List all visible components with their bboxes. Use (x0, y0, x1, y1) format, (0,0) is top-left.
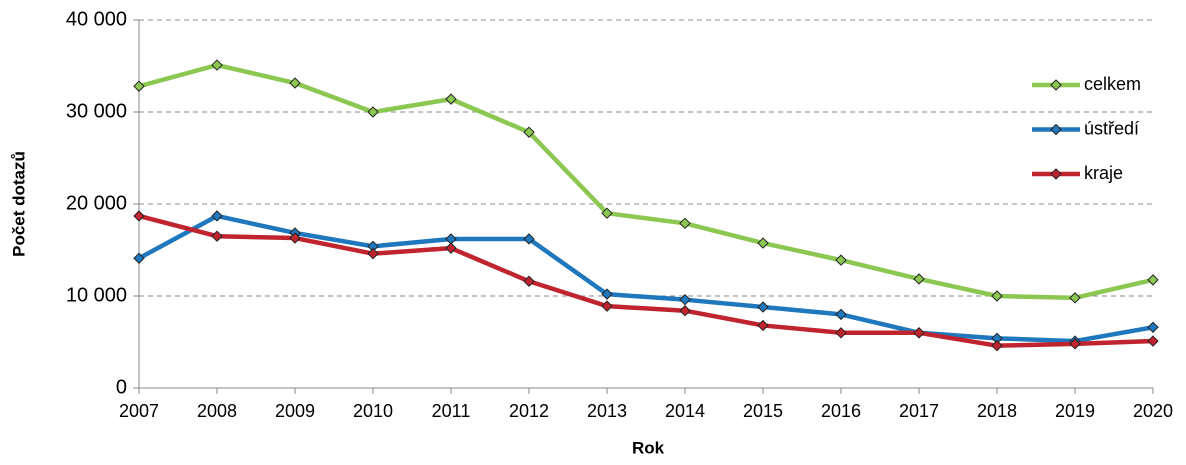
marker (757, 237, 769, 249)
x-tick-label: 2014 (665, 401, 705, 421)
marker (1069, 292, 1081, 304)
marker (991, 290, 1003, 302)
marker (679, 305, 691, 317)
marker (523, 275, 535, 287)
marker (445, 93, 457, 105)
x-tick-label: 2009 (275, 401, 315, 421)
y-tick-label: 30 000 (66, 100, 127, 122)
y-tick-label: 20 000 (66, 192, 127, 214)
x-tick-label: 2020 (1133, 401, 1173, 421)
marker (367, 106, 379, 118)
marker (1147, 274, 1159, 286)
legend-label: kraje (1084, 163, 1123, 183)
series-line (137, 213, 1154, 344)
series-line (138, 213, 1154, 348)
marker (211, 230, 223, 242)
y-tick-label: 0 (116, 376, 127, 398)
marker (835, 254, 847, 266)
marker (211, 210, 223, 222)
x-tick-label: 2017 (899, 401, 939, 421)
marker (835, 308, 847, 321)
marker (133, 80, 145, 92)
marker (757, 319, 769, 332)
marker (757, 301, 769, 313)
y-axis-title: Počet dotazů (9, 151, 28, 257)
marker (289, 77, 301, 89)
marker (991, 339, 1003, 352)
marker (913, 327, 925, 339)
marker (601, 207, 613, 219)
marker (523, 126, 535, 138)
marker (835, 327, 847, 339)
x-tick-label: 2013 (587, 401, 627, 421)
x-tick-label: 2018 (977, 401, 1017, 421)
marker (445, 242, 457, 254)
marker (523, 233, 535, 245)
marker (679, 293, 691, 306)
legend-label: celkem (1084, 74, 1141, 94)
y-tick-label: 40 000 (66, 8, 127, 30)
marker (1147, 321, 1159, 333)
x-axis-title: Rok (632, 438, 665, 457)
legend-marker (1050, 123, 1062, 136)
marker (601, 300, 613, 312)
x-tick-label: 2019 (1055, 401, 1095, 421)
marker (679, 217, 691, 230)
marker (367, 247, 379, 260)
legend-marker (1050, 79, 1062, 91)
marker (133, 210, 145, 222)
marker (1069, 338, 1081, 350)
marker (1147, 335, 1159, 347)
marker (601, 288, 613, 300)
series-line (138, 62, 1154, 301)
legend-label: ústředí (1084, 118, 1139, 138)
y-tick-label: 10 000 (66, 284, 127, 306)
marker (913, 273, 925, 285)
marker (289, 232, 301, 244)
x-tick-label: 2016 (821, 401, 861, 421)
x-tick-label: 2010 (353, 401, 393, 421)
x-tick-label: 2007 (119, 401, 159, 421)
x-tick-label: 2011 (432, 401, 471, 421)
x-tick-label: 2012 (509, 401, 549, 421)
x-tick-label: 2015 (743, 401, 783, 421)
x-tick-label: 2008 (197, 401, 237, 421)
marker (211, 59, 223, 71)
marker (133, 252, 145, 264)
legend-marker (1050, 168, 1062, 180)
